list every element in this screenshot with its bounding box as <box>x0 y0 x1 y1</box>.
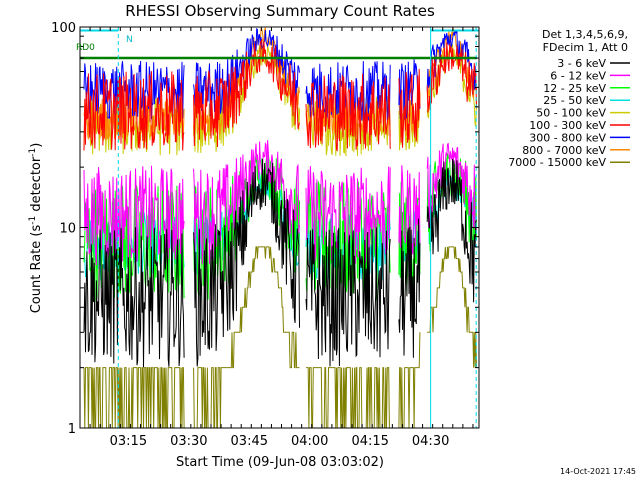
x-tick-label: 03:15 <box>110 434 147 449</box>
legend-label: 7000 - 15000 keV <box>508 156 606 169</box>
y-axis-label: Count Rate (s-1 detector-1) <box>28 143 44 314</box>
x-axis: 03:15 03:30 03:45 04:00 04:15 04:30 <box>79 27 474 449</box>
x-tick-label: 03:45 <box>231 434 268 449</box>
legend: Det 1,3,4,5,6,9, FDecim 1, Att 0 3 - 6 k… <box>508 28 630 169</box>
y-axis: 1 10 100 <box>51 21 479 437</box>
legend-label: 12 - 25 keV <box>543 82 606 95</box>
legend-label: 100 - 300 keV <box>529 119 606 132</box>
y-tick-label: 1 <box>68 422 76 437</box>
legend-header-line-1: Det 1,3,4,5,6,9, <box>542 28 628 41</box>
x-tick-label: 03:30 <box>170 434 207 449</box>
x-axis-label: Start Time (09-Jun-08 03:03:02) <box>176 455 384 470</box>
plot-area <box>83 27 477 429</box>
legend-label: 300 - 800 keV <box>529 131 606 144</box>
legend-label: 50 - 100 keV <box>536 107 606 120</box>
flag-label-n: N <box>126 35 133 45</box>
y-tick-label: 100 <box>51 21 76 36</box>
series-line-100-300-kev <box>83 38 477 152</box>
x-tick-label: 04:00 <box>291 434 328 449</box>
timestamp: 14-Oct-2021 17:45 <box>560 467 636 476</box>
x-tick-label: 04:30 <box>412 434 449 449</box>
legend-label: 25 - 50 keV <box>543 94 606 107</box>
flag-label-rd0: RD0 <box>76 43 95 53</box>
chart-title: RHESSI Observing Summary Count Rates <box>125 2 435 20</box>
series-line-7000-15000-kev <box>83 246 477 429</box>
series-line-12-25-kev <box>83 153 477 302</box>
x-tick-label: 04:15 <box>351 434 388 449</box>
legend-header-line-2: FDecim 1, Att 0 <box>543 41 628 54</box>
y-tick-label: 10 <box>59 222 76 237</box>
legend-label: 3 - 6 keV <box>557 57 606 70</box>
legend-label: 800 - 7000 keV <box>522 144 606 157</box>
series-line-3-6-kev <box>83 158 477 368</box>
legend-label: 6 - 12 keV <box>550 69 606 82</box>
series-line-6-12-kev <box>83 140 477 266</box>
